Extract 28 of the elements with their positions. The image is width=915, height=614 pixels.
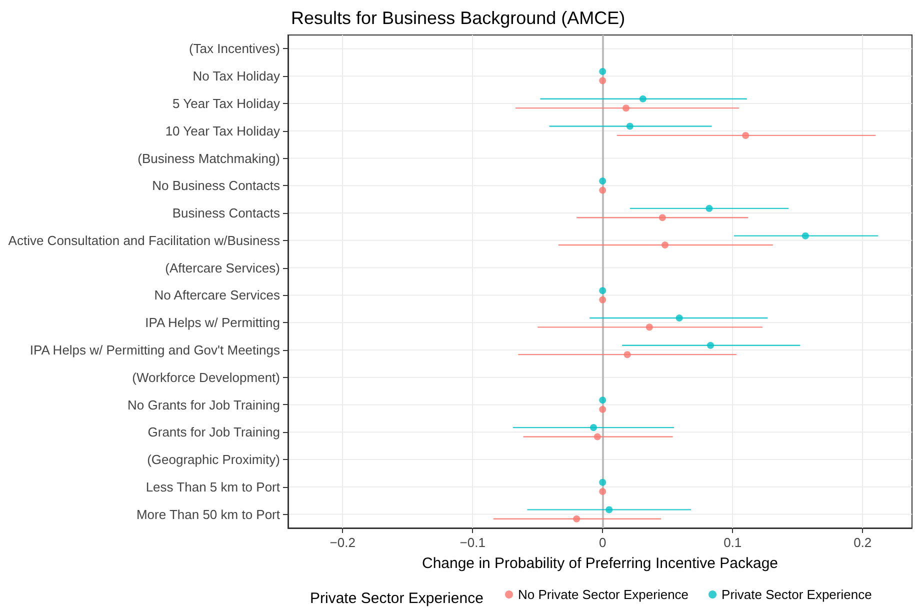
y-tick-label: No Business Contacts <box>152 178 280 194</box>
y-tick-label: Grants for Job Training <box>148 424 280 440</box>
x-tick-label: 0.1 <box>724 535 742 550</box>
legend-label: No Private Sector Experience <box>518 587 689 602</box>
legend-title: Private Sector Experience <box>310 590 484 607</box>
y-tick-label: (Aftercare Services) <box>165 260 280 276</box>
y-tick-label: IPA Helps w/ Permitting and Gov't Meetings <box>30 342 280 358</box>
y-tick-label: No Grants for Job Training <box>128 397 280 412</box>
y-tick-label: (Business Matchmaking) <box>138 150 280 166</box>
y-tick-label: Business Contacts <box>172 206 280 221</box>
y-tick-label: 10 Year Tax Holiday <box>165 123 280 138</box>
y-tick-label: IPA Helps w/ Permitting <box>145 315 280 330</box>
y-tick-label: No Tax Holiday <box>192 68 280 84</box>
y-tick-label: (Tax Incentives) <box>188 41 280 56</box>
y-tick-label: Less Than 5 km to Port <box>146 479 280 494</box>
legend-label: Private Sector Experience <box>722 587 872 602</box>
chart-title: Results for Business Background (AMCE) <box>291 8 626 28</box>
y-tick-label: 5 Year Tax Holiday <box>172 96 280 111</box>
x-tick-label: 0 <box>598 535 606 550</box>
y-tick-label: (Workforce Development) <box>132 370 280 385</box>
x-axis-title: Change in Probability of Preferring Incentive Package <box>422 555 778 572</box>
y-tick-label: Active Consultation and Facilitation w/Business <box>8 232 280 248</box>
x-tick-label: −0.1 <box>460 535 486 550</box>
y-tick-label: More Than 50 km to Port <box>136 506 280 522</box>
x-tick-label: −0.2 <box>330 535 356 550</box>
y-tick-label: (Geographic Proximity) <box>147 452 280 468</box>
x-tick-label: 0.2 <box>854 535 872 550</box>
y-tick-label: No Aftercare Services <box>154 288 280 303</box>
